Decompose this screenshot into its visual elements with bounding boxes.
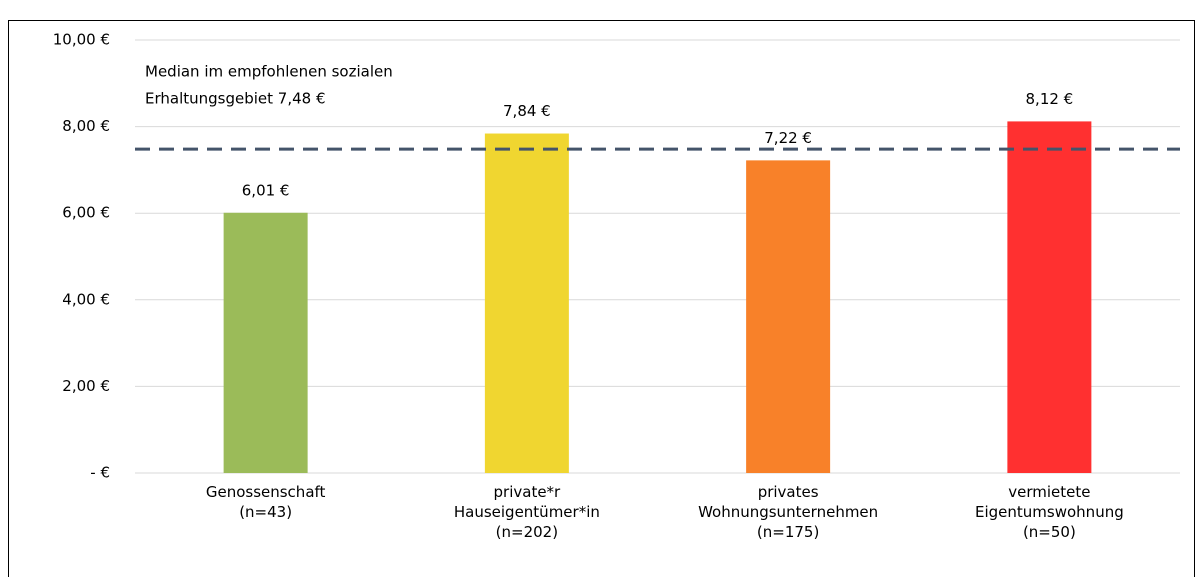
reference-label: Erhaltungsgebiet 7,48 € [145,90,326,108]
x-tick-label-line: Eigentumswohnung [975,503,1124,521]
x-tick-label-line: Hauseigentümer*in [454,503,600,521]
x-tick-label-line: Genossenschaft [206,483,326,501]
data-label: 8,12 € [1026,90,1074,108]
data-label: 6,01 € [242,181,290,199]
y-tick-label: - € [90,464,110,482]
chart-border [8,20,1195,577]
data-label: 7,22 € [764,129,812,147]
x-tick-label-line: privates [758,483,819,501]
bar [223,212,308,473]
y-tick-label: 4,00 € [62,290,110,308]
data-label: 7,84 € [503,102,551,120]
x-tick-label-line: (n=50) [1023,523,1076,541]
y-tick-label: 10,00 € [53,31,110,49]
bar [484,133,569,473]
y-tick-label: 6,00 € [62,204,110,222]
x-tick-label: vermietete Eigentumswohnung (n=50) [975,483,1124,541]
bar [1007,121,1092,474]
y-tick-label: 2,00 € [62,377,110,395]
x-tick-label-line: Wohnungsunternehmen [698,503,878,521]
reference-label: Median im empfohlenen sozialen [145,63,393,81]
x-tick-label-line: (n=175) [757,523,819,541]
x-tick-label-line: vermietete [1008,483,1090,501]
y-tick-label: 8,00 € [62,117,110,135]
x-tick-label-line: (n=43) [239,503,292,521]
x-tick-label: privates Wohnungsunternehmen (n=175) [698,483,878,541]
x-tick-label-line: (n=202) [496,523,558,541]
x-tick-label-line: private*r [494,483,562,501]
x-tick-label: private*r Hauseigentümer*in (n=202) [454,483,600,541]
bar [746,160,831,473]
x-tick-label: Genossenschaft (n=43) [206,483,326,521]
